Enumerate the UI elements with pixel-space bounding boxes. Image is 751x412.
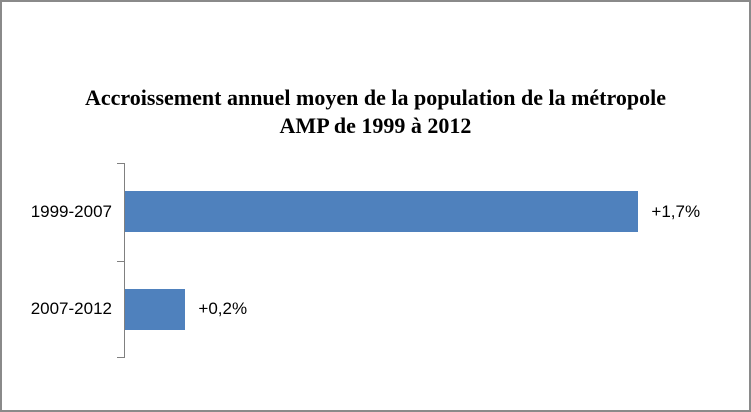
plot-area: 1999-2007 +1,7% 2007-2012 +0,2%: [2, 163, 749, 358]
axis-tick: [117, 261, 125, 262]
bar-row: 2007-2012 +0,2%: [2, 261, 749, 359]
value-label: +0,2%: [198, 299, 248, 319]
axis-tick: [117, 163, 125, 164]
bar-track: +0,2%: [125, 288, 729, 330]
bar-track: +1,7%: [125, 191, 729, 233]
data-bar: [125, 288, 186, 330]
chart-title: Accroissement annuel moyen de la populat…: [85, 85, 666, 138]
y-axis-ticks: [117, 163, 125, 358]
bar-row: 1999-2007 +1,7%: [2, 163, 749, 261]
axis-tick: [117, 357, 125, 358]
data-bar: [125, 191, 639, 233]
category-label: 1999-2007: [30, 201, 112, 221]
category-label: 2007-2012: [30, 299, 112, 319]
value-label: +1,7%: [651, 201, 701, 221]
y-axis-line: [124, 163, 125, 358]
